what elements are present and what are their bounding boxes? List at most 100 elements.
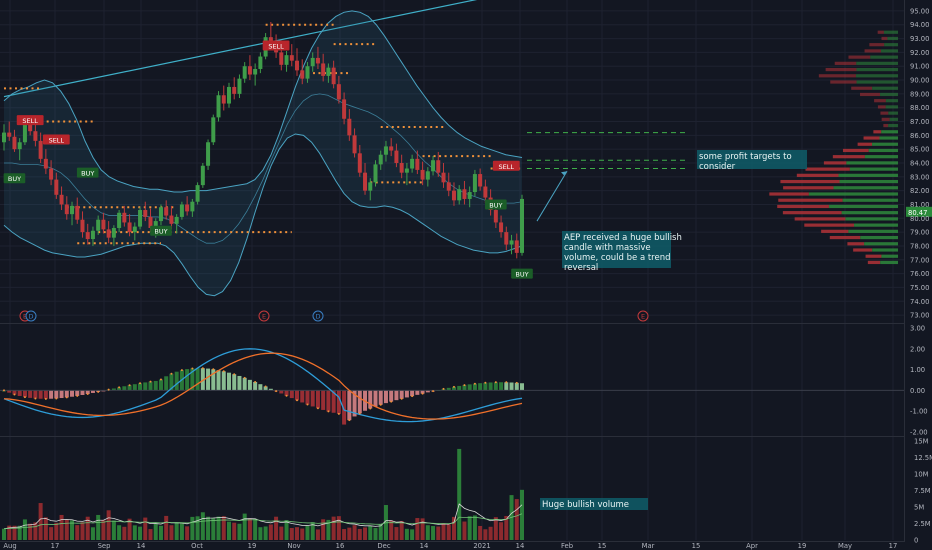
profile-buy-bar xyxy=(885,105,898,109)
time-tick-label: 17 xyxy=(889,542,898,550)
profile-sell-bar xyxy=(869,43,885,47)
candle-body xyxy=(127,222,132,233)
macd-histogram-bar xyxy=(64,390,69,398)
macd-histogram-bar xyxy=(383,390,388,404)
volume-bar xyxy=(247,518,252,540)
volume-bar xyxy=(336,516,341,540)
macd-histogram-bar xyxy=(410,390,415,397)
time-tick-label: Dec xyxy=(377,542,390,550)
profile-buy-bar xyxy=(828,204,898,209)
macd-histogram-bar xyxy=(258,384,263,391)
macd-histogram-bar xyxy=(514,382,519,391)
volume-bar xyxy=(221,516,226,540)
profile-buy-bar xyxy=(833,186,898,190)
profile-buy-bar xyxy=(839,179,898,184)
macd-histogram-bar xyxy=(378,390,383,405)
volume-bar xyxy=(158,525,163,540)
macd-dot xyxy=(44,397,47,400)
candle-body xyxy=(85,232,90,240)
candle-body xyxy=(383,146,388,155)
macd-tick-label: 0.00 xyxy=(910,387,925,395)
candle-body xyxy=(28,122,33,132)
profile-sell-bar xyxy=(867,260,881,265)
bollinger-middle xyxy=(4,93,523,244)
macd-histogram-bar xyxy=(38,390,43,399)
signal-line xyxy=(3,352,523,420)
macd-dot xyxy=(23,396,26,399)
signal-buy-badge xyxy=(485,199,507,210)
macd-histogram-bar xyxy=(415,390,420,395)
signal-sell-label: SELL xyxy=(499,163,515,171)
macd-dot xyxy=(128,384,131,387)
volume-bar xyxy=(43,517,48,540)
volume-bar xyxy=(378,524,383,540)
candle-body xyxy=(472,174,477,193)
macd-histogram-bar xyxy=(478,383,483,391)
profile-sell-bar xyxy=(769,192,809,196)
macd-histogram-bar xyxy=(185,369,190,391)
annotation-bullish-volume-box xyxy=(540,498,648,510)
macd-dot xyxy=(494,381,497,384)
time-tick-label: 14 xyxy=(420,542,429,550)
price-tick-label: 85.00 xyxy=(910,146,929,154)
macd-dot xyxy=(442,387,445,390)
macd-histogram-bar xyxy=(49,390,54,399)
macd-histogram-bar xyxy=(300,390,305,403)
time-tick-label: 16 xyxy=(336,542,345,550)
time-tick-label: May xyxy=(838,542,852,550)
annotation-bullish-candle-text: AEP received a huge bullish xyxy=(564,233,682,243)
macd-dot xyxy=(107,388,110,391)
profile-buy-bar xyxy=(838,173,898,177)
volume-bar xyxy=(232,522,237,540)
macd-histogram-bar xyxy=(394,390,399,401)
time-tick-label: Nov xyxy=(287,542,300,550)
candle-body xyxy=(425,171,430,180)
price-tick-label: 94.00 xyxy=(910,21,929,29)
profile-sell-bar xyxy=(874,99,886,103)
macd-histogram-bar xyxy=(404,390,409,398)
macd-dot xyxy=(3,389,5,392)
volume-bar xyxy=(425,525,430,540)
event-marker-label: E xyxy=(23,313,27,321)
macd-dot xyxy=(390,400,393,403)
profile-sell-bar xyxy=(829,235,861,240)
macd-dot xyxy=(421,392,424,395)
candle-body xyxy=(483,186,488,198)
price-axis-bg xyxy=(905,0,932,550)
profile-sell-bar xyxy=(881,117,890,121)
macd-dot xyxy=(170,372,173,375)
profile-buy-bar xyxy=(870,55,898,59)
macd-histogram-bar xyxy=(221,371,226,391)
volume-tick-label: 0 xyxy=(914,537,918,545)
candle-body xyxy=(216,95,221,118)
price-tick-label: 73.00 xyxy=(910,312,929,320)
macd-histogram-bar xyxy=(493,382,498,391)
time-tick-label: Mar xyxy=(642,542,655,550)
profile-sell-bar xyxy=(818,74,856,78)
price-tick-label: 91.00 xyxy=(910,63,929,71)
macd-histogram-bar xyxy=(75,390,80,396)
candle-body xyxy=(315,57,320,64)
candle-body xyxy=(64,204,69,215)
volume-bar xyxy=(410,529,415,540)
candle-body xyxy=(117,212,122,228)
volume-bar xyxy=(326,519,331,540)
macd-histogram-bar xyxy=(342,390,347,425)
price-tick-label: 95.00 xyxy=(910,7,929,15)
time-tick-label: 17 xyxy=(51,542,60,550)
price-tick-label: 92.00 xyxy=(910,49,929,57)
macd-histogram-bar xyxy=(389,390,394,402)
volume-bar xyxy=(237,523,242,540)
volume-bar xyxy=(216,516,221,540)
macd-dot xyxy=(212,368,215,371)
profile-buy-bar xyxy=(884,43,898,47)
macd-histogram-bar xyxy=(357,390,362,414)
profile-sell-bar xyxy=(794,217,846,221)
volume-bar xyxy=(331,516,336,540)
volume-bar xyxy=(64,519,69,540)
profile-sell-bar xyxy=(865,254,882,258)
macd-histogram-bar xyxy=(216,370,221,391)
